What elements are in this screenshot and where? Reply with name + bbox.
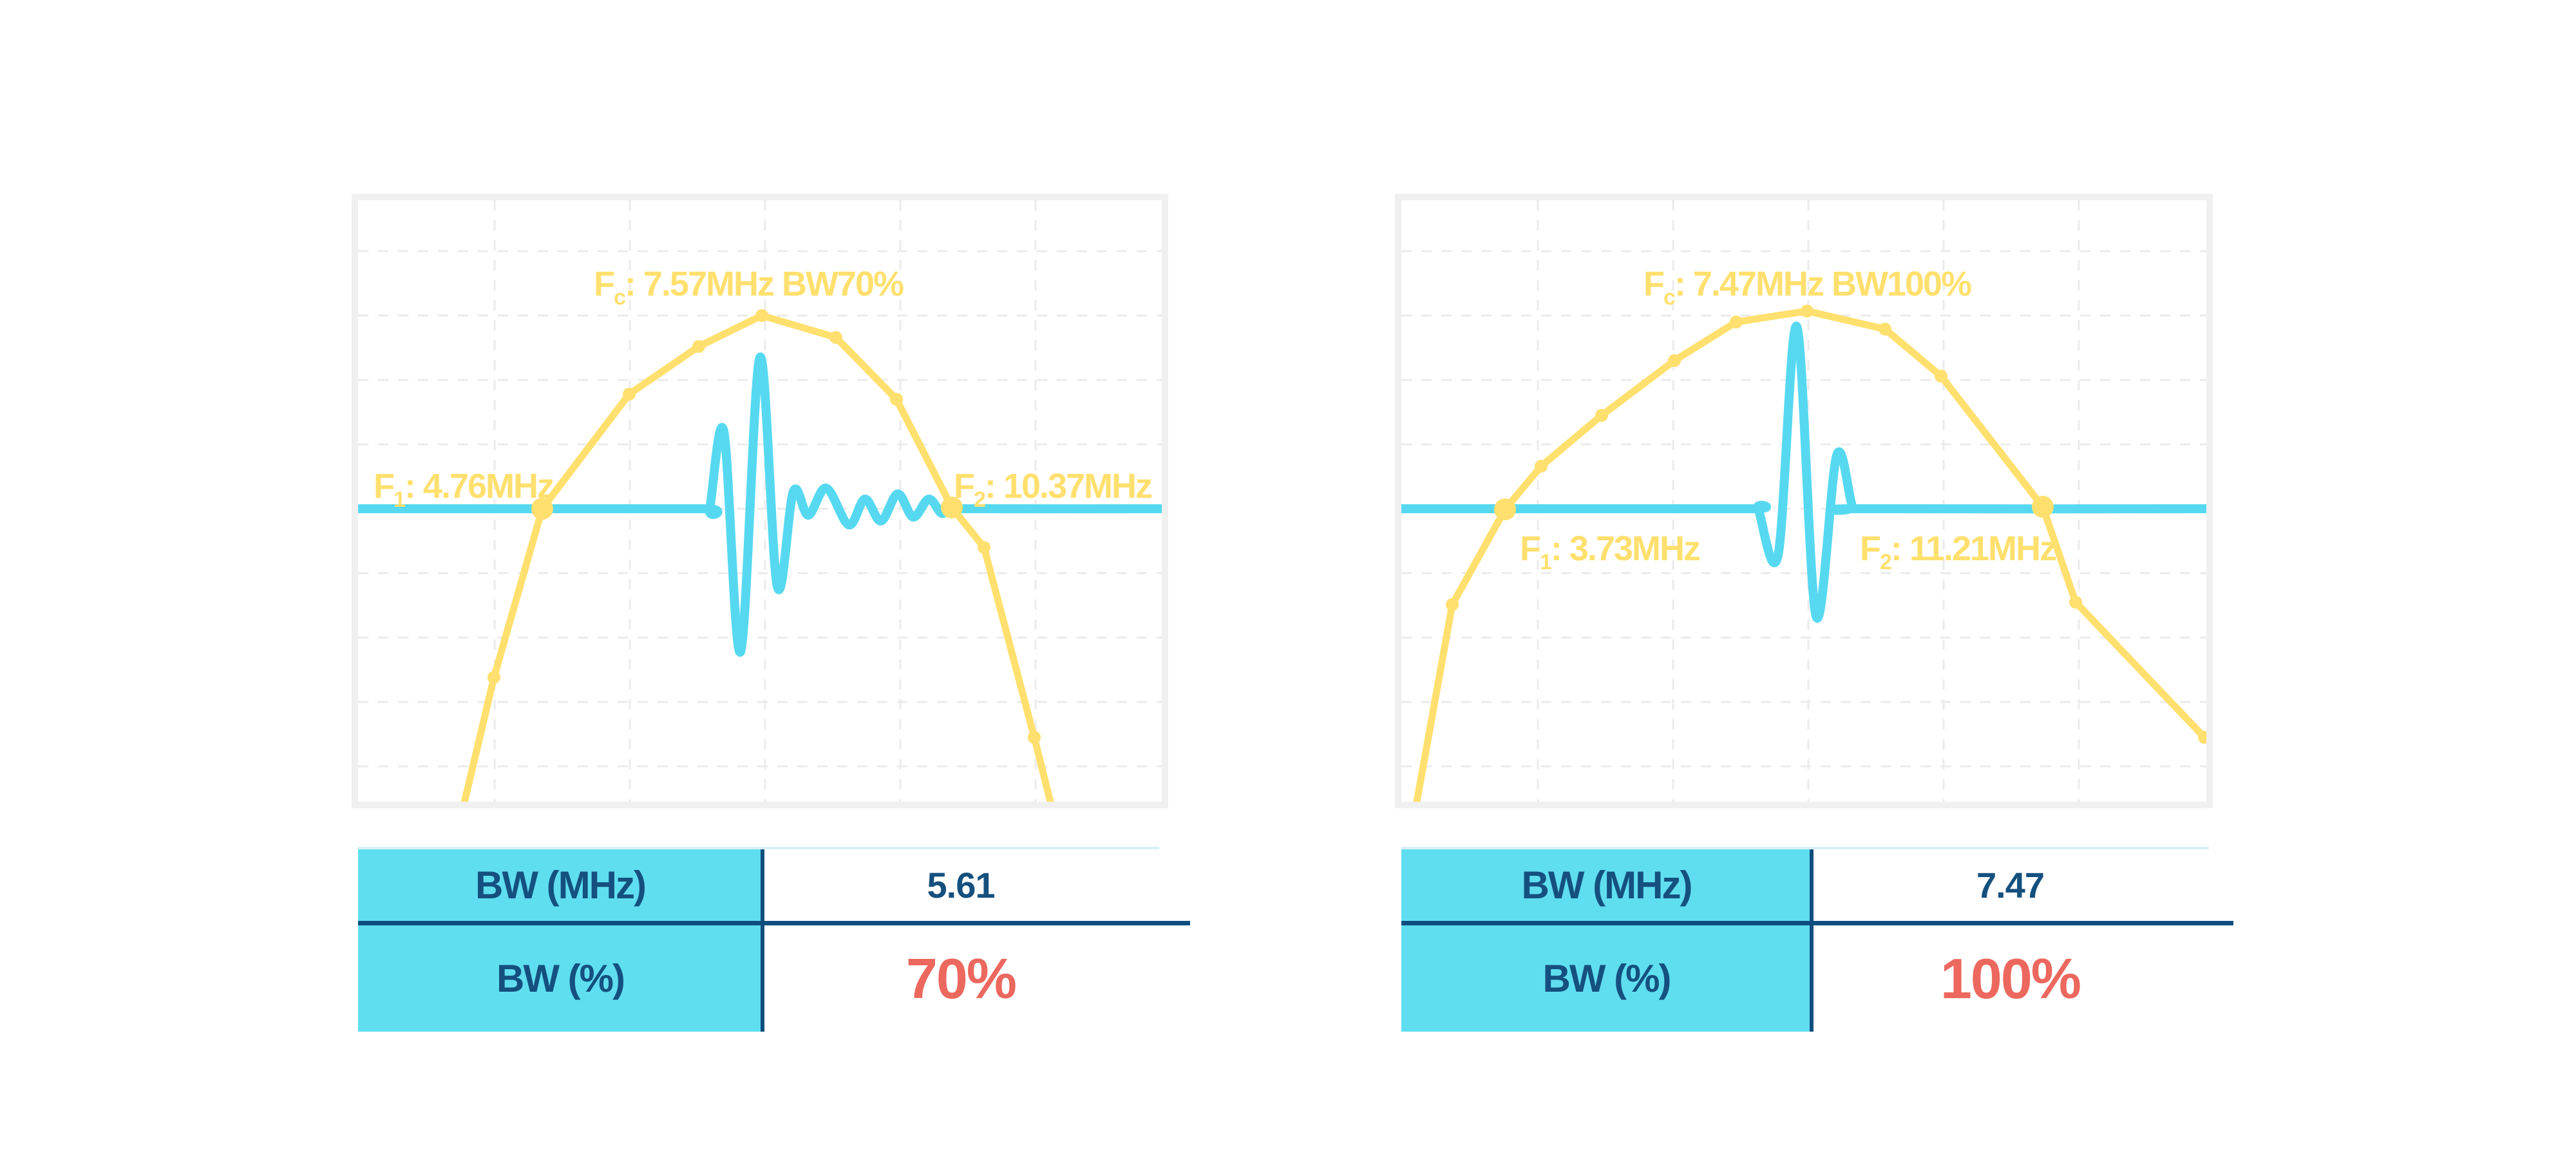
spectrum-marker-dot bbox=[1494, 498, 1516, 520]
bw-percent-label: BW (%) bbox=[1401, 925, 1812, 1032]
table-row: BW (%) 100% bbox=[1401, 925, 2233, 1032]
fc-annotation: Fc: 7.57MHz BW70% bbox=[594, 265, 904, 310]
table-row: BW (%) 70% bbox=[358, 925, 1190, 1032]
spectrum-marker-dot bbox=[978, 541, 990, 554]
bw-percent-value: 70% bbox=[905, 946, 1017, 1010]
spectrum-marker-dot bbox=[1801, 305, 1814, 317]
f2-annotation: F2: 10.37MHz bbox=[954, 467, 1152, 512]
spectrum-chart-right: Fc: 7.47MHz BW100% F1: 3.73MHz F2: 11.21MH… bbox=[1401, 200, 2206, 802]
spectrum-curve bbox=[1413, 307, 2206, 802]
spectrum-marker-dot bbox=[2069, 596, 2082, 609]
table-top-border bbox=[1401, 847, 2209, 849]
table-top-border bbox=[358, 847, 1159, 849]
bw-table-left: BW (MHz) 5.61 BW (%) 70% bbox=[358, 847, 1190, 1040]
spectrum-marker-dot bbox=[755, 309, 768, 322]
bw-percent-value: 100% bbox=[1940, 946, 2081, 1010]
spectrum-marker-dot bbox=[1595, 409, 1608, 422]
spectrum-marker-dot bbox=[1879, 323, 1891, 336]
spectrum-marker-dot bbox=[1668, 354, 1681, 367]
f2-annotation: F2: 11.21MHz bbox=[1860, 529, 2056, 574]
table-row-divider bbox=[358, 921, 1190, 925]
spectrum-marker-dot bbox=[2198, 731, 2206, 744]
table-column-divider bbox=[761, 849, 764, 1032]
chart-panel-right: Fc: 7.47MHz BW100% F1: 3.73MHz F2: 11.21MH… bbox=[1395, 194, 2213, 808]
table-row: BW (MHz) 7.47 bbox=[1401, 849, 2233, 921]
spectrum-marker-dot bbox=[488, 671, 500, 684]
bw-mhz-value: 7.47 bbox=[1976, 865, 2045, 905]
chart-panel-left: Fc: 7.57MHz BW70% F1: 4.76MHz F2: 10.37MHz bbox=[352, 194, 1168, 808]
bw-mhz-label: BW (MHz) bbox=[1401, 849, 1812, 921]
bw-mhz-label: BW (MHz) bbox=[358, 849, 762, 921]
bw-table-right: BW (MHz) 7.47 BW (%) 100% bbox=[1401, 847, 2233, 1040]
f1-annotation: F1: 4.76MHz bbox=[374, 467, 554, 512]
spectrum-marker-dot bbox=[531, 498, 553, 520]
f1-annotation: F1: 3.73MHz bbox=[1520, 529, 1700, 574]
spectrum-marker-dot bbox=[1730, 316, 1743, 328]
spectrum-marker-dot bbox=[1446, 598, 1459, 611]
table-row-divider bbox=[1401, 921, 2233, 925]
table-row: BW (MHz) 5.61 bbox=[358, 849, 1190, 921]
pulse-waveform bbox=[358, 352, 1162, 657]
spectrum-marker-dot bbox=[941, 497, 963, 518]
spectrum-marker-dot bbox=[829, 331, 842, 344]
spectrum-marker-dot bbox=[1535, 460, 1548, 473]
spectrum-marker-dot bbox=[1028, 731, 1041, 744]
spectrum-chart-left: Fc: 7.57MHz BW70% F1: 4.76MHz F2: 10.37MHz bbox=[358, 200, 1162, 802]
spectrum-marker-dot bbox=[623, 388, 636, 401]
spectrum-marker-dot bbox=[890, 393, 903, 406]
fc-annotation: Fc: 7.47MHz BW100% bbox=[1643, 265, 1971, 310]
spectrum-marker-dot bbox=[2032, 496, 2054, 518]
pulse-waveform bbox=[1401, 321, 2206, 623]
bw-mhz-value: 5.61 bbox=[927, 865, 996, 905]
spectrum-marker-dot bbox=[1935, 370, 1947, 383]
bw-percent-label: BW (%) bbox=[358, 925, 762, 1032]
spectrum-marker-dot bbox=[692, 340, 705, 353]
table-column-divider bbox=[1810, 849, 1814, 1032]
